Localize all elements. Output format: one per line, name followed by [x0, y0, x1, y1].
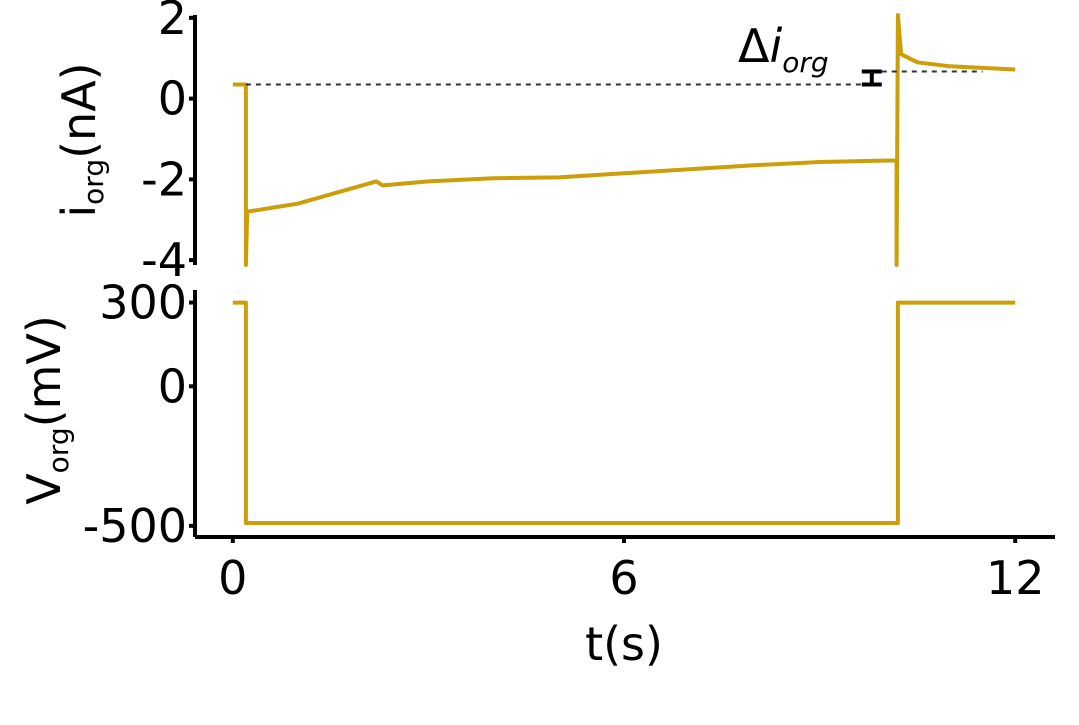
y-tick-label: -500	[83, 499, 187, 553]
y-tick-label: 0	[158, 359, 187, 413]
y-tick-label: -2	[141, 152, 187, 206]
y-tick-label: 0	[158, 72, 187, 126]
y-label-unit: (nA)	[52, 62, 106, 159]
y-label-unit: (mV)	[17, 315, 71, 427]
x-tick-label: 12	[986, 551, 1045, 605]
x-tick-label: 0	[218, 551, 247, 605]
y-tick-label: 300	[99, 276, 187, 330]
annotation-subscript: org	[782, 46, 828, 79]
y-axis-label: iorg(nA)	[52, 62, 110, 217]
y-label-symbol: i	[52, 205, 106, 218]
annotation-symbol: i	[769, 19, 782, 73]
y-axis-label: Vorg(mV)	[17, 315, 75, 505]
trace	[232, 300, 1016, 525]
plot-area	[232, 300, 1016, 525]
y-tick-label: -4	[141, 233, 187, 287]
y-label-subscript: org	[77, 159, 110, 205]
y-tick-label: 2	[158, 0, 187, 45]
x-axis-label: t(s)	[585, 617, 663, 671]
annotation-delta: Δ	[738, 19, 770, 73]
y-label-subscript: org	[42, 427, 75, 473]
trace	[232, 13, 1016, 267]
y-label-symbol: V	[17, 473, 71, 505]
delta-bar	[861, 69, 882, 87]
plot-area	[232, 13, 1016, 267]
annotation: Δiorg	[738, 19, 829, 79]
x-tick-label: 6	[609, 551, 638, 605]
